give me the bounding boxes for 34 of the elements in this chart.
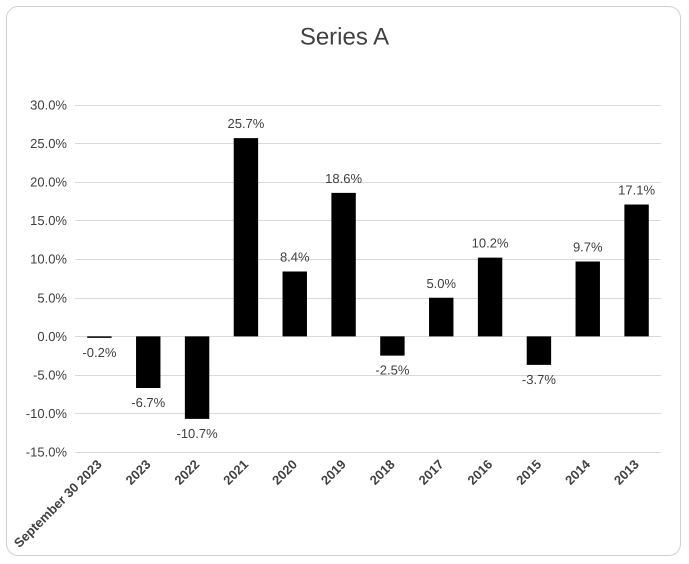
data-label: 5.0% [426, 276, 456, 291]
bar [624, 204, 649, 336]
data-label: -6.7% [131, 395, 166, 410]
bar [331, 192, 356, 336]
bar [380, 336, 405, 356]
data-label: -2.5% [375, 362, 410, 378]
y-tick-label: 30.0% [30, 98, 68, 112]
data-label: 18.6% [325, 170, 362, 186]
y-tick-label: 15.0% [30, 213, 68, 228]
chart-title: Series A [300, 24, 390, 50]
bar [282, 272, 307, 336]
bar [429, 298, 454, 336]
data-label: -0.2% [82, 344, 117, 360]
bar [184, 336, 210, 419]
data-label: 25.7% [227, 116, 265, 132]
data-label: -3.7% [522, 372, 556, 387]
data-label: -10.7% [176, 426, 218, 441]
y-tick-label: 25.0% [30, 136, 68, 152]
data-label: 9.7% [572, 240, 603, 255]
y-tick-label: 5.0% [37, 290, 68, 306]
bar [526, 336, 552, 365]
y-tick-label: 20.0% [30, 174, 68, 190]
data-label: 8.4% [280, 250, 310, 265]
y-tick-label: -10.0% [26, 406, 68, 421]
bar [136, 336, 160, 388]
bar [234, 138, 258, 336]
data-label: 10.2% [472, 236, 509, 251]
data-label: 17.1% [618, 182, 656, 198]
y-tick-label: -5.0% [33, 367, 68, 382]
y-tick-label: 10.0% [30, 252, 68, 267]
bar [478, 258, 502, 336]
y-tick-label: -15.0% [26, 444, 68, 460]
y-tick-label: 0.0% [37, 328, 68, 344]
bar [576, 262, 600, 336]
